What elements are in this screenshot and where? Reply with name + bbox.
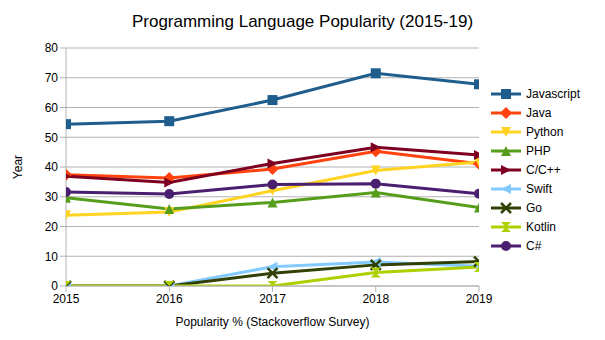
svg-text:30: 30 [45, 190, 59, 204]
svg-text:60: 60 [45, 101, 59, 115]
svg-text:2018: 2018 [362, 292, 389, 306]
svg-text:2016: 2016 [156, 292, 183, 306]
svg-text:50: 50 [45, 131, 59, 145]
svg-text:10: 10 [45, 250, 59, 264]
html-text:C#: C# [526, 239, 542, 253]
html-text:Python: Python [526, 125, 564, 139]
svg-text:70: 70 [45, 71, 59, 85]
svg-text:80: 80 [45, 41, 59, 55]
html-text:Java: Java [526, 106, 552, 120]
html-text:C/C++: C/C++ [526, 163, 561, 177]
svg-text:0: 0 [51, 279, 58, 293]
html-text:PHP: PHP [526, 144, 551, 158]
html-text:Kotlin: Kotlin [526, 220, 556, 234]
svg-text:40: 40 [45, 160, 59, 174]
svg-text:Popularity % (Stackoverflow Su: Popularity % (Stackoverflow Survey) [175, 315, 369, 329]
svg-text:20: 20 [45, 220, 59, 234]
svg-text:2019: 2019 [466, 292, 493, 306]
html-text:Swift: Swift [526, 182, 552, 196]
html-text:Go: Go [526, 201, 542, 215]
html-text:Javascript: Javascript [526, 87, 580, 101]
svg-text:2017: 2017 [259, 292, 286, 306]
html-text:Programming Language Popularit: Programming Language Popularity (2015-19… [131, 12, 474, 31]
svg-text:Year: Year [11, 155, 25, 179]
svg-text:2015: 2015 [53, 292, 80, 306]
